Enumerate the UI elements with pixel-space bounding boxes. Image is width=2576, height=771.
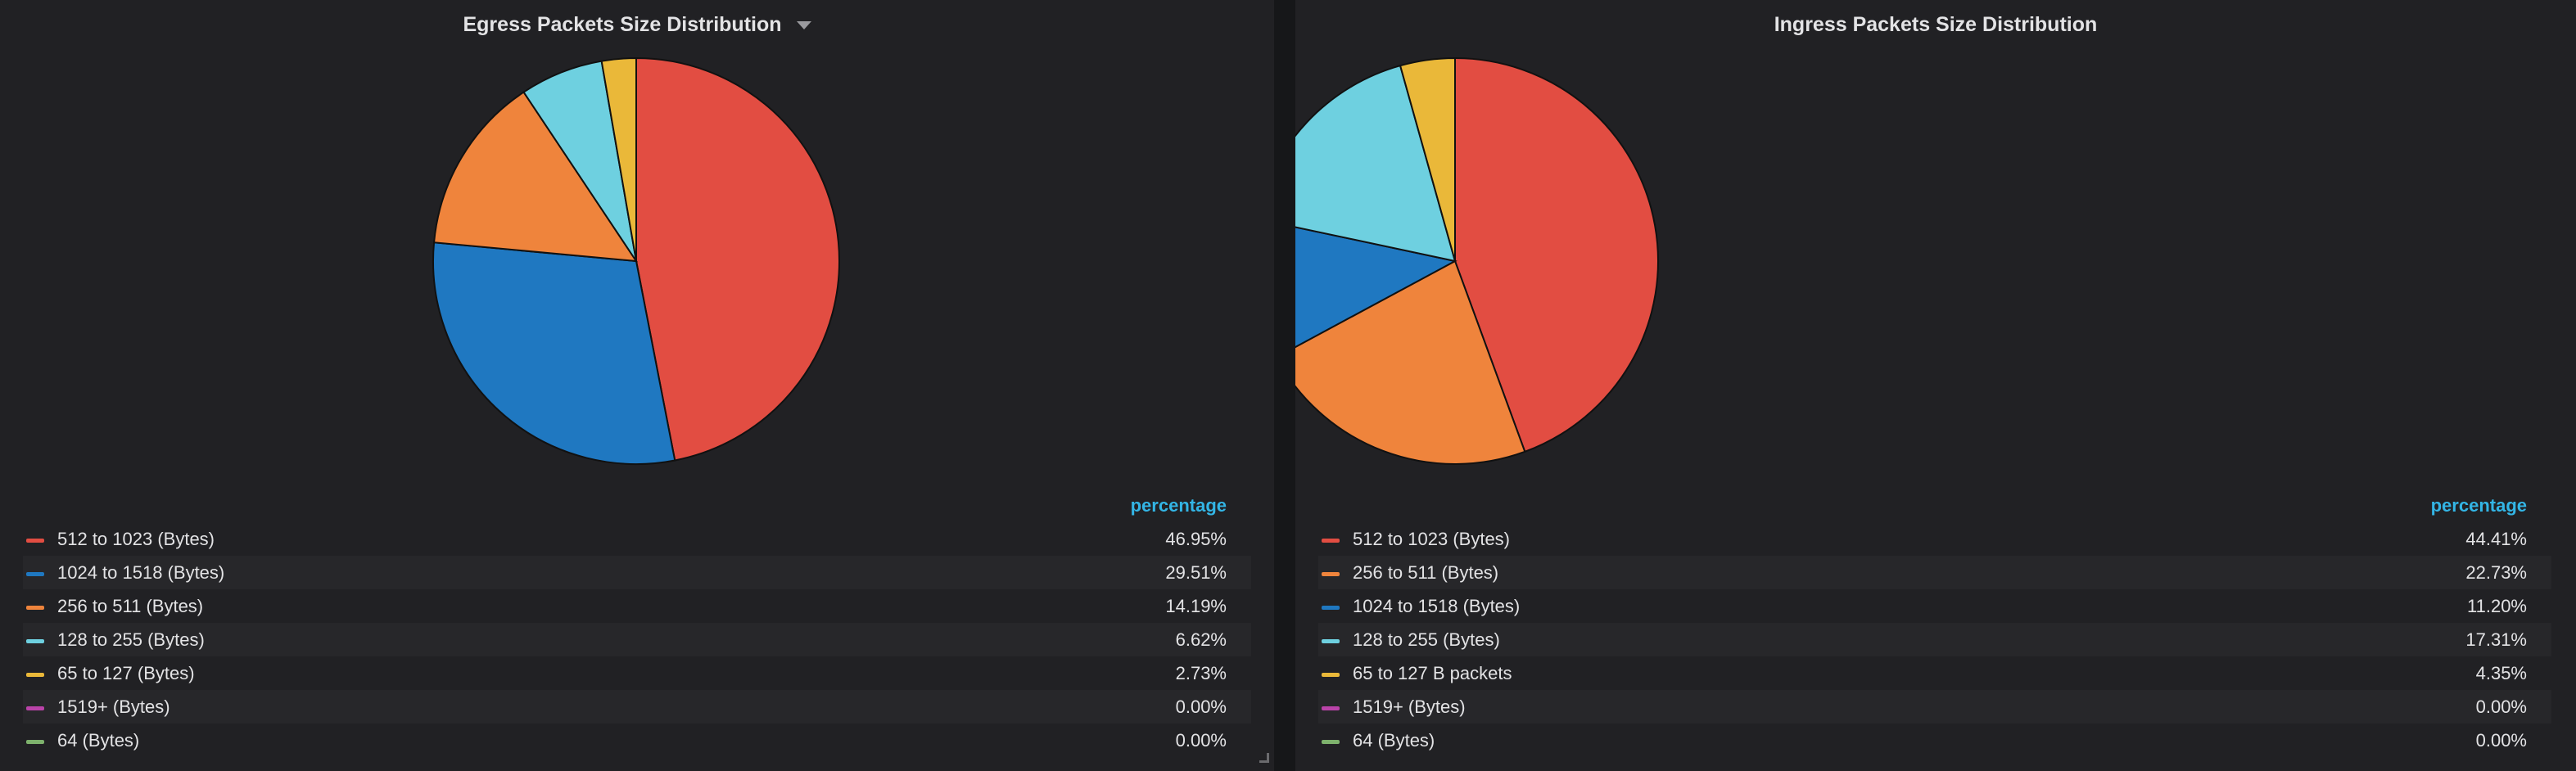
legend-label[interactable]: 65 to 127 (Bytes) [57,662,195,683]
legend-value: 0.00% [2475,729,2527,751]
pie-slice[interactable] [432,91,638,263]
legend-swatch-icon[interactable] [26,740,44,744]
legend-value: 0.00% [2475,696,2527,717]
legend: percentage 512 to 1023 (Bytes) 46.95% 1024… [23,489,1251,757]
legend-value: 29.51% [1165,561,1227,583]
legend-value: 0.00% [1175,696,1227,717]
legend-item[interactable]: 1024 to 1518 (Bytes) 11.20% [1318,589,2551,623]
legend-label[interactable]: 64 (Bytes) [57,729,140,751]
legend-rows: 512 to 1023 (Bytes) 46.95% 1024 to 1518 (B… [23,522,1251,757]
legend-value: 4.35% [2475,662,2527,683]
legend-value: 46.95% [1165,528,1227,549]
legend-item[interactable]: 1519+ (Bytes) 0.00% [23,690,1251,724]
resize-handle-icon[interactable] [1259,753,1269,763]
legend-swatch-icon[interactable] [1322,539,1340,543]
legend-value: 14.19% [1165,595,1227,616]
legend-item[interactable]: 512 to 1023 (Bytes) 46.95% [23,522,1251,556]
pie-slice[interactable] [1454,56,1659,453]
legend-item[interactable]: 128 to 255 (Bytes) 17.31% [1318,623,2551,656]
legend-label[interactable]: 1519+ (Bytes) [1353,696,1466,717]
legend-swatch-icon[interactable] [26,572,44,576]
legend-label[interactable]: 512 to 1023 (Bytes) [57,528,215,549]
legend-swatch-icon[interactable] [1322,572,1340,576]
legend-label[interactable]: 256 to 511 (Bytes) [57,595,204,616]
legend-label[interactable]: 256 to 511 (Bytes) [1353,561,1499,583]
panel-title[interactable]: Ingress Packets Size Distribution [1774,13,2098,36]
legend-item[interactable]: 65 to 127 B packets 4.35% [1318,656,2551,690]
legend-label[interactable]: 128 to 255 (Bytes) [57,629,205,650]
legend-item[interactable]: 256 to 511 (Bytes) 22.73% [1318,556,2551,589]
legend-value: 2.73% [1175,662,1227,683]
legend-swatch-icon[interactable] [26,606,44,610]
legend-label[interactable]: 1024 to 1518 (Bytes) [1353,595,1521,616]
legend-item[interactable]: 1024 to 1518 (Bytes) 29.51% [23,556,1251,589]
pie-slice[interactable] [1295,64,1457,263]
legend-item[interactable]: 512 to 1023 (Bytes) 44.41% [1318,522,2551,556]
legend-swatch-icon[interactable] [26,706,44,710]
ingress-panel: Ingress Packets Size Distribution percen… [1295,0,2576,771]
legend-swatch-icon[interactable] [1322,673,1340,677]
panel-header: Egress Packets Size Distribution [0,8,1274,41]
pie-slice[interactable] [635,56,840,462]
legend-value: 44.41% [2465,528,2527,549]
legend-label[interactable]: 1024 to 1518 (Bytes) [57,561,225,583]
legend-swatch-icon[interactable] [26,539,44,543]
legend-swatch-icon[interactable] [1322,706,1340,710]
legend-item[interactable]: 65 to 127 (Bytes) 2.73% [23,656,1251,690]
pie-slice[interactable] [600,56,637,262]
legend-label[interactable]: 65 to 127 B packets [1353,662,1512,683]
panel-title[interactable]: Egress Packets Size Distribution [463,13,782,36]
legend-label[interactable]: 1519+ (Bytes) [57,696,170,717]
panel-header: Ingress Packets Size Distribution [1295,8,2576,41]
legend-value: 22.73% [2465,561,2527,583]
legend-item[interactable]: 1519+ (Bytes) 0.00% [1318,690,2551,724]
legend-item[interactable]: 64 (Bytes) 0.00% [23,724,1251,757]
legend-item[interactable]: 64 (Bytes) 0.00% [1318,724,2551,757]
egress-pie-chart [432,56,840,465]
legend-item[interactable]: 128 to 255 (Bytes) 6.62% [23,623,1251,656]
legend-swatch-icon[interactable] [1322,740,1340,744]
chevron-down-icon[interactable] [796,20,811,29]
legend-value: 0.00% [1175,729,1227,751]
pie-slice[interactable] [1295,219,1457,357]
legend-rows: 512 to 1023 (Bytes) 44.41% 256 to 511 (Byt… [1318,522,2551,757]
legend-swatch-icon[interactable] [1322,606,1340,610]
legend-header-percentage[interactable]: percentage [1130,495,1227,516]
ingress-pie-chart [1295,56,1659,465]
legend-value: 6.62% [1175,629,1227,650]
legend-swatch-icon[interactable] [26,639,44,643]
legend-swatch-icon[interactable] [1322,639,1340,643]
legend-swatch-icon[interactable] [26,673,44,677]
legend-value: 17.31% [2465,629,2527,650]
legend-value: 11.20% [2467,595,2527,616]
legend-label[interactable]: 128 to 255 (Bytes) [1353,629,1500,650]
legend-label[interactable]: 512 to 1023 (Bytes) [1353,528,1511,549]
legend: percentage 512 to 1023 (Bytes) 44.41% 256 … [1318,489,2551,757]
egress-panel: Egress Packets Size Distribution percent… [0,0,1274,771]
pie-slice[interactable] [1399,56,1456,262]
pie-slice[interactable] [432,241,676,465]
pie-slice[interactable] [1295,259,1526,465]
legend-item[interactable]: 256 to 511 (Bytes) 14.19% [23,589,1251,623]
legend-header-percentage[interactable]: percentage [2430,495,2527,516]
legend-label[interactable]: 64 (Bytes) [1353,729,1435,751]
